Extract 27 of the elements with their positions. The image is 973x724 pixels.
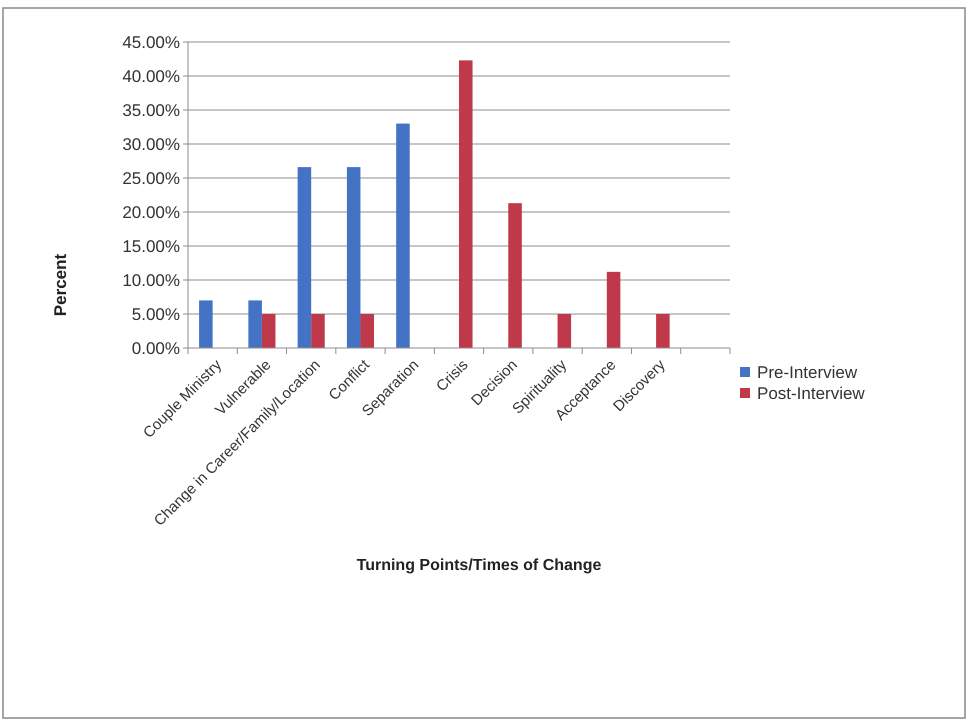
bar bbox=[248, 300, 262, 348]
bar bbox=[311, 314, 325, 348]
y-tick-label: 35.00% bbox=[122, 100, 180, 120]
y-tick-label: 20.00% bbox=[122, 202, 180, 222]
bar bbox=[459, 60, 473, 348]
bar bbox=[262, 314, 276, 348]
legend-label: Post-Interview bbox=[757, 384, 866, 403]
x-axis-title: Turning Points/Times of Change bbox=[356, 557, 602, 574]
y-tick-label: 5.00% bbox=[132, 304, 180, 324]
y-tick-label: 45.00% bbox=[122, 32, 180, 52]
bar bbox=[508, 203, 522, 348]
bar bbox=[558, 314, 572, 348]
y-tick-label: 15.00% bbox=[122, 236, 180, 256]
bar bbox=[298, 167, 312, 348]
bar bbox=[396, 124, 410, 348]
bar bbox=[656, 314, 670, 348]
y-tick-label: 10.00% bbox=[122, 270, 180, 290]
bar bbox=[346, 167, 360, 348]
y-tick-label: 25.00% bbox=[122, 168, 180, 188]
bar bbox=[199, 300, 213, 348]
y-tick-label: 0.00% bbox=[132, 338, 180, 358]
bar bbox=[360, 314, 374, 348]
y-axis-title: Percent bbox=[51, 253, 70, 316]
bar bbox=[606, 272, 620, 348]
legend-label: Pre-Interview bbox=[757, 362, 858, 382]
y-tick-label: 40.00% bbox=[122, 66, 180, 86]
y-tick-label: 30.00% bbox=[122, 134, 180, 154]
